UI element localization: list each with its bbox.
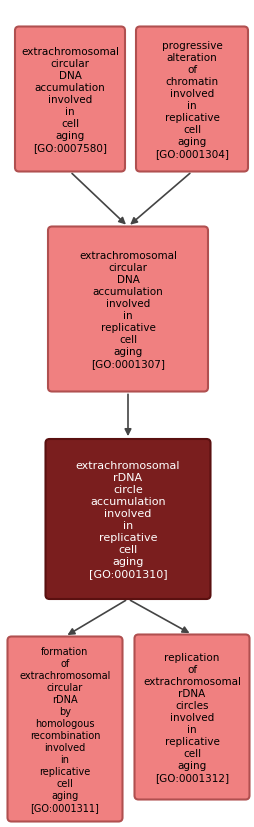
- Text: formation
of
extrachromosomal
circular
rDNA
by
homologous
recombination
involved: formation of extrachromosomal circular r…: [19, 646, 110, 812]
- Text: extrachromosomal
circular
DNA
accumulation
involved
in
cell
aging
[GO:0007580]: extrachromosomal circular DNA accumulati…: [21, 47, 119, 153]
- Text: replication
of
extrachromosomal
rDNA
circles
involved
in
replicative
cell
aging
: replication of extrachromosomal rDNA cir…: [142, 653, 240, 782]
- FancyBboxPatch shape: [7, 637, 122, 821]
- Text: progressive
alteration
of
chromatin
involved
in
replicative
cell
aging
[GO:00013: progressive alteration of chromatin invo…: [154, 41, 228, 159]
- FancyBboxPatch shape: [135, 27, 247, 172]
- FancyBboxPatch shape: [134, 635, 248, 800]
- FancyBboxPatch shape: [45, 439, 210, 600]
- Text: extrachromosomal
rDNA
circle
accumulation
involved
in
replicative
cell
aging
[GO: extrachromosomal rDNA circle accumulatio…: [75, 461, 180, 578]
- FancyBboxPatch shape: [15, 27, 124, 172]
- FancyBboxPatch shape: [48, 227, 207, 392]
- Text: extrachromosomal
circular
DNA
accumulation
involved
in
replicative
cell
aging
[G: extrachromosomal circular DNA accumulati…: [79, 251, 176, 369]
